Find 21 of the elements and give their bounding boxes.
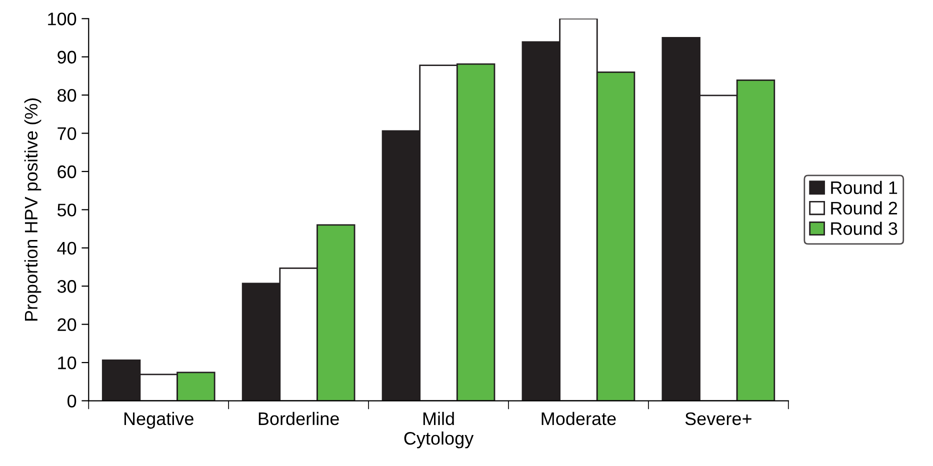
legend-label: Round 2	[831, 201, 898, 215]
y-tick-label: 40	[57, 242, 76, 255]
x-tick-label: Borderline	[258, 412, 339, 426]
x-tick-label: Mild	[423, 412, 454, 426]
x-tick-label: Negative	[124, 412, 194, 429]
y-tick-label: 70	[58, 127, 76, 140]
y-axis-title: Proportion HPV positive (%)	[24, 98, 42, 321]
y-tick-label: 60	[58, 165, 76, 178]
y-tick-label: 30	[57, 280, 76, 293]
y-tick-label: 0	[67, 394, 76, 408]
x-tick-label: Moderate	[542, 412, 616, 426]
y-tick-label: 20	[58, 318, 76, 332]
x-tick-label: Severe+	[685, 412, 752, 426]
y-tick-label: 90	[58, 50, 76, 64]
legend-label: Round 1	[831, 180, 898, 194]
legend-label: Round 3	[831, 222, 898, 235]
y-tick-label: 100	[48, 12, 76, 26]
y-tick-label: 80	[58, 89, 76, 102]
y-tick-label: 10	[58, 356, 76, 370]
y-tick-label: 50	[57, 204, 76, 216]
x-axis-title: Cytology	[404, 431, 474, 448]
